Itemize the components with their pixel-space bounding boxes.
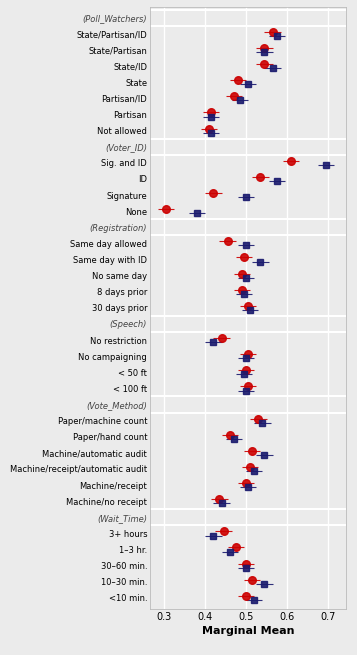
X-axis label: Marginal Mean: Marginal Mean <box>202 626 295 636</box>
